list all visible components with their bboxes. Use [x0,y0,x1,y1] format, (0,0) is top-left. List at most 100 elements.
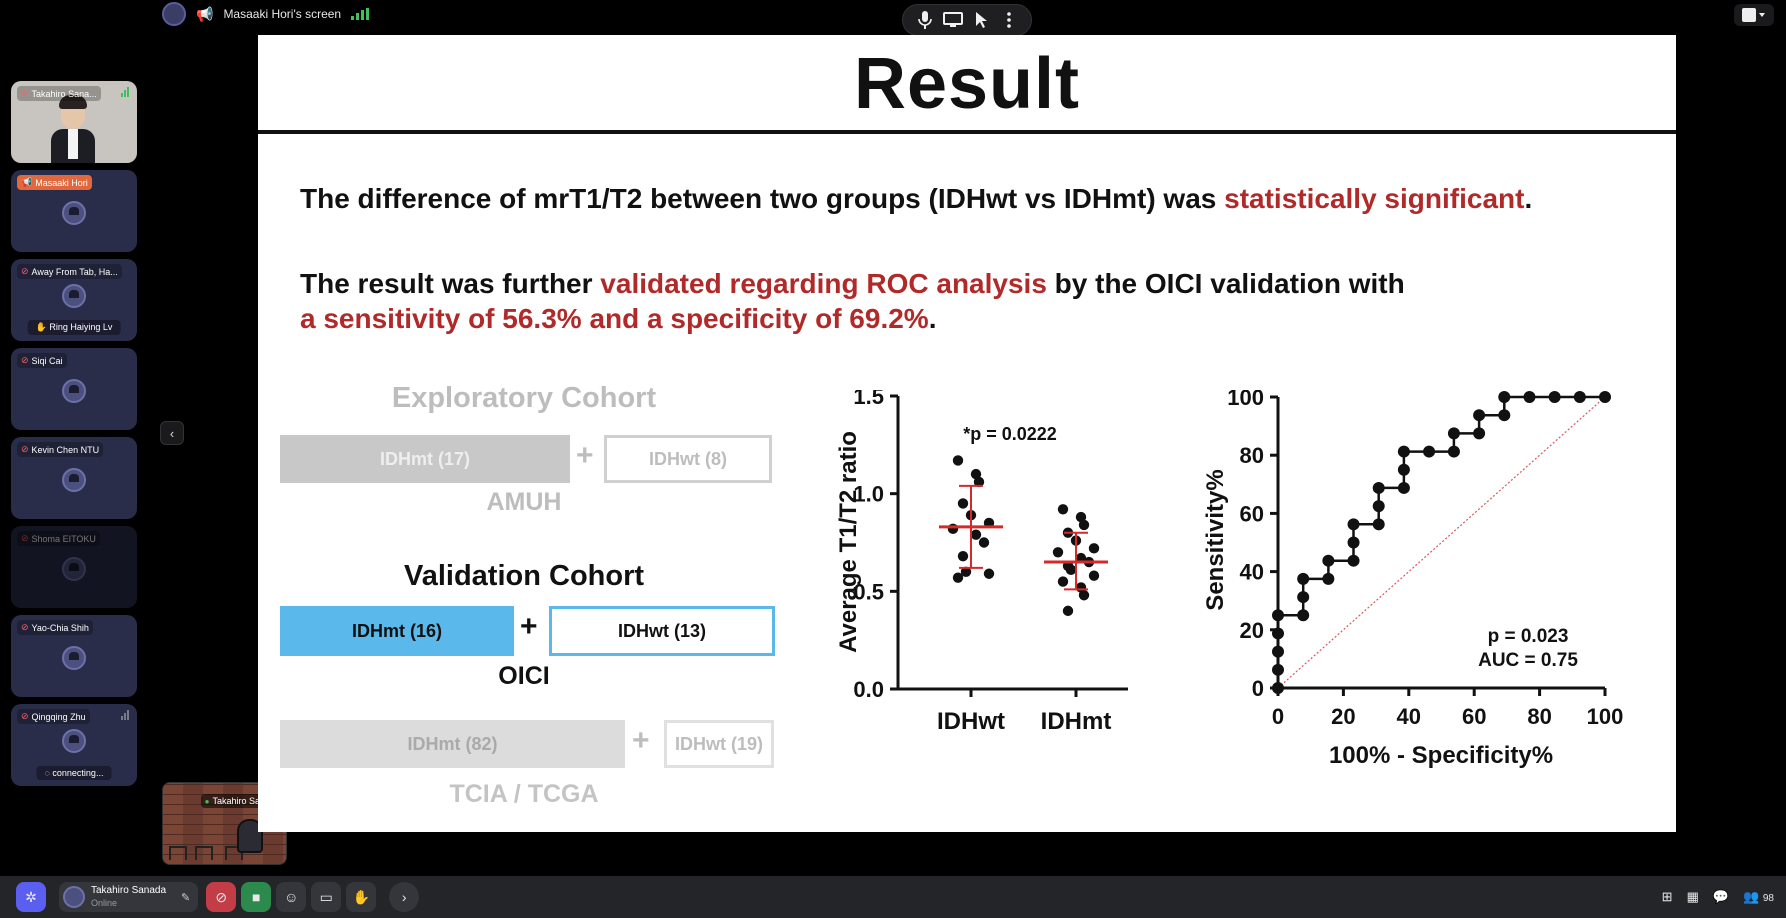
share-screen-button[interactable]: ▭ [311,882,342,912]
y-tick-label: 60 [1240,501,1264,526]
exploratory-cohort-title: Exploratory Cohort [391,382,657,414]
x-tick-label: IDHwt [937,708,1005,735]
mic-muted-icon: ⊘ [21,533,29,543]
y-tick-label: 0.5 [853,579,884,604]
y-tick-label: 40 [1240,560,1264,585]
avatar [62,468,86,492]
screen-icon[interactable] [941,8,965,32]
data-point [957,550,969,562]
roc-curve-chart: 0 20 40 60 80 100 0 20 40 60 80 100 p = 0.023 AUC = 0… [1202,390,1623,769]
megaphone-icon: 📢 [196,5,214,22]
y-tick-label: 0 [1252,676,1264,701]
validation-idhwt-box: IDHwt (13) [549,606,775,656]
presentation-icon[interactable]: ⊞ [1661,889,1673,904]
data-point [1088,570,1100,581]
participant-tile[interactable]: 📢 Masaaki Hori [11,170,137,252]
data-point [957,498,969,509]
participant-tile[interactable]: ⊘ Takahiro Sana... [11,81,137,163]
pointer-icon[interactable] [969,8,993,32]
roc-point [1397,445,1410,458]
roc-point [1297,591,1310,604]
participant-name: ⊘ Qingqing Zhu [17,709,90,724]
roc-point [1372,481,1385,494]
participants-button[interactable]: 👥 98 [1743,889,1774,905]
data-point [1057,576,1069,587]
participant-tile[interactable]: ⊘ Yao-Chia Shih [11,615,137,697]
bottom-taskbar: ✲ Takahiro Sanada Online ✎ ⊘ ■ ☺ ▭ ✋ › ⊞… [0,876,1786,918]
data-point [978,537,990,548]
layout-icon [1742,8,1765,22]
data-point [1078,590,1090,601]
y-tick-label: 20 [1240,618,1264,643]
expand-button[interactable]: › [389,882,420,912]
emoji-button[interactable]: ☺ [276,882,307,912]
data-point [973,476,985,488]
roc-point [1322,572,1335,585]
roc-point [1498,409,1511,422]
slide-title: Result [853,44,1081,124]
participant-tile[interactable]: ⊘ Siqi Cai [11,348,137,430]
data-point [970,529,982,540]
raise-hand-button[interactable]: ✋ [346,882,377,912]
microphone-icon[interactable] [913,8,937,32]
reference-diagonal [1277,396,1606,689]
presenter-avatar [162,2,186,26]
p-value-annotation: *p = 0.0222 [963,424,1057,444]
shared-slide: Result The difference of mrT1/T2 between… [258,35,1676,832]
camera-toggle-button[interactable]: ■ [241,882,272,912]
participant-tile[interactable]: ⊘ Kevin Chen NTU [11,437,137,519]
connection-status: ◌ connecting... [36,766,112,780]
roc-point [1548,391,1561,403]
user-status: Online [91,898,118,908]
participant-name: ⊘ Siqi Cai [17,353,67,368]
x-tick-label: 20 [1331,704,1355,729]
participant-name: 📢 Masaaki Hori [17,175,92,190]
mic-muted-icon: ⊘ [21,444,29,454]
more-icon[interactable] [997,8,1021,32]
y-axis-title: Average T1/T2 ratio [835,431,862,653]
chair-icon [225,846,243,860]
user-info: Takahiro Sanada Online [91,885,175,909]
signal-strength-icon [121,87,129,97]
roc-point [1272,609,1284,622]
main-menu-button[interactable]: ✲ [16,882,46,912]
edit-icon[interactable]: ✎ [181,891,191,904]
user-status-chip[interactable]: Takahiro Sanada Online ✎ [59,882,199,912]
collapse-sidebar-button[interactable]: ‹ [160,421,184,445]
y-tick-label: 1.5 [853,390,884,409]
roc-point [1423,445,1436,458]
mic-muted-icon: ⊘ [21,711,29,721]
participant-name: ⊘ Away From Tab, Ha... [17,264,122,279]
chair-icon [169,846,187,860]
y-axis-title: Sensitivity% [1202,469,1229,610]
roc-point [1523,391,1536,403]
roc-point [1297,609,1310,622]
avatar [62,201,86,225]
participant-tile[interactable]: ⊘ Qingqing Zhu ◌ connecting... [11,704,137,786]
participant-tile[interactable]: ⊘ Shoma EITOKU [11,526,137,608]
roc-point [1272,682,1284,694]
data-point [1065,564,1077,576]
roc-point [1447,445,1460,458]
roc-point [1498,391,1511,403]
participant-tile[interactable]: ⊘ Away From Tab, Ha... ✋ Ring Haiying Lv [11,259,137,341]
x-tick-label: 60 [1462,704,1486,729]
microphone-toggle-button[interactable]: ⊘ [206,882,237,912]
t1t2-ratio-dot-plot: 0.0 0.5 1.0 1.5 IDHwt IDHmt *p = 0.0222 Average… [835,390,1128,735]
data-point [1052,547,1064,558]
roc-point [1272,627,1284,640]
plus-sign: + [576,439,594,472]
roc-point [1272,663,1284,676]
presenter-label: Masaaki Hori's screen [223,7,342,21]
hand-icon: ✋ [352,888,370,905]
mic-muted-icon: ⊘ [21,266,29,276]
x-tick-label: 40 [1397,704,1421,729]
calendar-icon[interactable]: ▦ [1686,889,1699,904]
chat-icon[interactable]: 💬 [1712,889,1730,904]
roc-point [1447,427,1460,440]
screen-share-controls [902,4,1032,36]
participant-name: ⊘ Shoma EITOKU [17,531,100,546]
roc-point [1599,391,1611,403]
view-toggle-button[interactable] [1734,4,1774,26]
smile-icon: ☺ [284,889,299,905]
